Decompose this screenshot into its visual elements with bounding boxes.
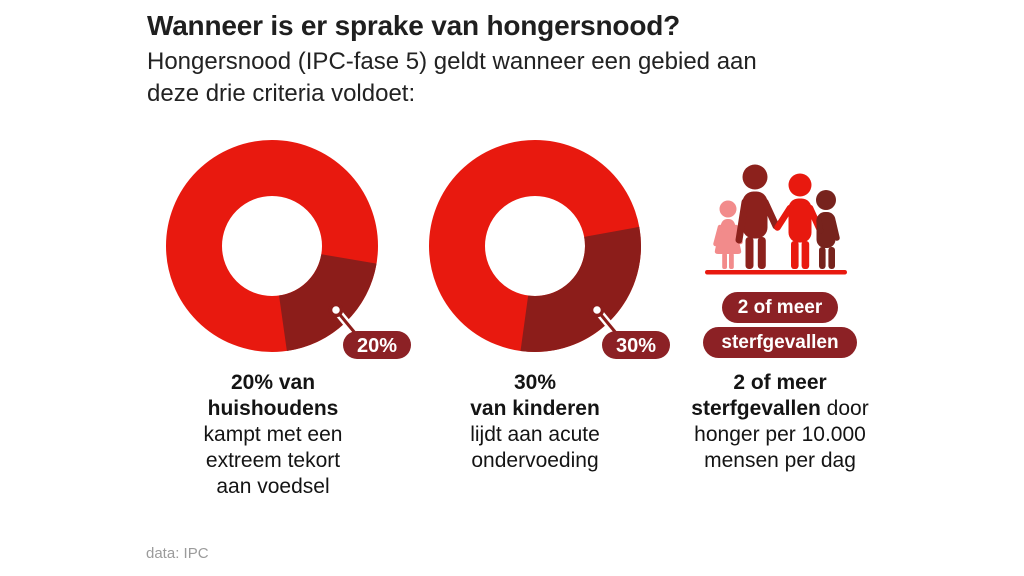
man-figure-icon bbox=[735, 164, 780, 269]
girl-figure-icon bbox=[713, 200, 743, 269]
caption-bold-text: 20% van huishoudens bbox=[207, 371, 339, 420]
mortality-badge-line2: sterfgevallen bbox=[703, 327, 857, 358]
caption-regular-text: door honger per 10.000 mensen per dag bbox=[694, 397, 869, 472]
caption-bold-text: 2 of meer sterfgevallen bbox=[691, 371, 827, 420]
family-figures-icon bbox=[705, 164, 847, 275]
callout-marker-icon bbox=[589, 302, 605, 318]
mortality-badge-line1: 2 of meer bbox=[722, 292, 838, 323]
caption-households: 20% van huishoudens kampt met een extree… bbox=[183, 370, 363, 500]
donut-ring bbox=[166, 140, 378, 352]
page-title: Wanneer is er sprake van hongersnood? bbox=[147, 10, 681, 41]
callout-pill-label: 30% bbox=[616, 335, 656, 357]
caption-bold-text: 30% van kinderen bbox=[470, 371, 600, 420]
donut-chart-children: 30% bbox=[429, 140, 670, 359]
data-source-label: data: IPC bbox=[146, 545, 209, 562]
page-subtitle: Hongersnood (IPC-fase 5) geldt wanneer e… bbox=[147, 48, 757, 107]
callout-pill bbox=[343, 331, 411, 359]
donut-segment-30 bbox=[429, 140, 641, 352]
donut-chart-households: 20% bbox=[166, 140, 411, 359]
adult-figure-icon bbox=[774, 173, 824, 269]
ground-line bbox=[705, 270, 847, 275]
caption-regular-text: kampt met een extreem tekort aan voedsel bbox=[203, 423, 343, 498]
caption-mortality: 2 of meer sterfgevallen door honger per … bbox=[685, 370, 875, 474]
callout-marker-icon bbox=[328, 302, 344, 318]
callout-pill-label: 20% bbox=[357, 335, 397, 357]
child-figure-icon bbox=[816, 190, 840, 269]
caption-regular-text: lijdt aan acute ondervoeding bbox=[470, 423, 600, 472]
callout-pill bbox=[602, 331, 670, 359]
donut-segment-20 bbox=[166, 140, 378, 352]
caption-children: 30% van kinderen lijdt aan acute ondervo… bbox=[445, 370, 625, 474]
